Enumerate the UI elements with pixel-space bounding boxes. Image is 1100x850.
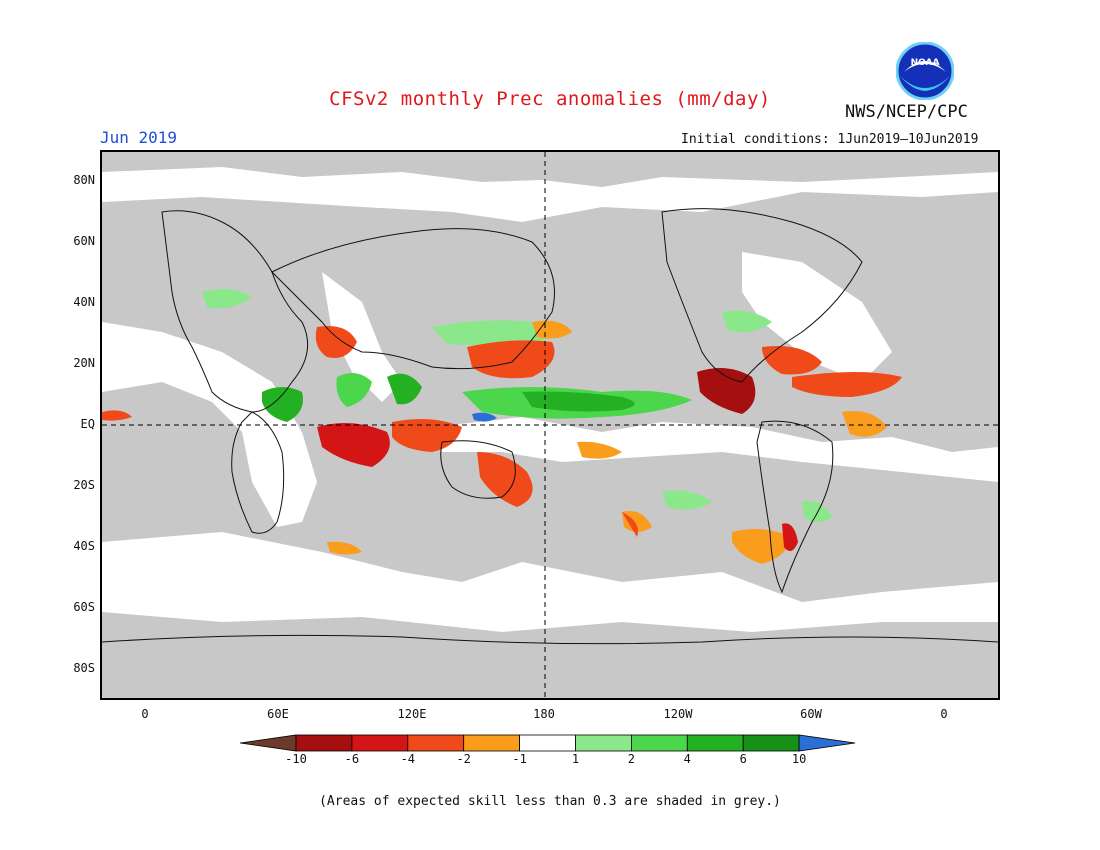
colorbar-box — [463, 734, 520, 752]
coastlines — [102, 208, 998, 645]
colorbar-box — [519, 734, 576, 752]
colorbar-tick-label: 1 — [571, 752, 580, 766]
colorbar-tick-label: -4 — [400, 752, 416, 766]
colorbar-box — [295, 734, 353, 752]
lon-label-60w: 60W — [800, 707, 822, 721]
noaa-logo-icon — [895, 41, 955, 101]
colorbar-tick-label: 6 — [739, 752, 747, 766]
lon-label-120w: 120W — [663, 707, 693, 721]
colorbar-box — [575, 734, 632, 752]
lat-label-eq: EQ — [80, 417, 95, 431]
colorbar-tick-label: -10 — [285, 752, 307, 766]
colorbar-tick-label: 4 — [683, 752, 691, 766]
wet-anomalies — [202, 288, 832, 522]
lon-label-180: 180 — [533, 707, 555, 721]
colorbar-box — [742, 734, 800, 752]
lat-label-60n: 60N — [73, 234, 95, 248]
colorbar-box — [686, 734, 744, 752]
colorbar-tick-label: 2 — [627, 752, 635, 766]
colorbar-box — [351, 734, 409, 752]
chart-title: CFSv2 monthly Prec anomalies (mm/day) — [329, 88, 771, 110]
world-map — [100, 150, 1000, 700]
lat-label-80s: 80S — [73, 661, 95, 675]
month-label: Jun 2019 — [100, 128, 178, 147]
colorbar-left-arrow — [239, 734, 297, 752]
lat-label-60s: 60S — [73, 600, 95, 614]
noaa-logo: NOAA — [895, 41, 955, 101]
colorbar-tick-label: 10 — [791, 752, 807, 766]
colorbar-box — [407, 734, 465, 752]
colorbar-tick-label: -2 — [456, 752, 471, 766]
lon-label-60e: 60E — [267, 707, 289, 721]
agency-label: NWS/NCEP/CPC — [845, 102, 968, 122]
colorbar-right-arrow — [798, 734, 856, 752]
skill-footnote: (Areas of expected skill less than 0.3 a… — [319, 794, 781, 809]
map-svg — [102, 152, 998, 698]
lat-label-40n: 40N — [73, 295, 95, 309]
lat-label-20s: 20S — [73, 478, 95, 492]
lon-label-0-east: 0 — [940, 707, 948, 721]
logo-text: NOAA — [910, 58, 940, 68]
colorbar-tick-label: -6 — [344, 752, 360, 766]
lat-label-40s: 40S — [73, 539, 95, 553]
lon-label-0: 0 — [141, 707, 149, 721]
colorbar-tick-label: -1 — [512, 752, 527, 766]
colorbar-svg — [239, 734, 856, 752]
initial-conditions-label: Initial conditions: 1Jun2019–10Jun2019 — [681, 132, 979, 147]
dry-anomalies — [102, 320, 902, 564]
lat-label-80n: 80N — [73, 173, 95, 187]
colorbar — [239, 734, 860, 752]
white-regions — [102, 167, 998, 632]
colorbar-box — [630, 734, 688, 752]
lon-label-120e: 120E — [397, 707, 427, 721]
lat-label-20n: 20N — [73, 356, 95, 370]
